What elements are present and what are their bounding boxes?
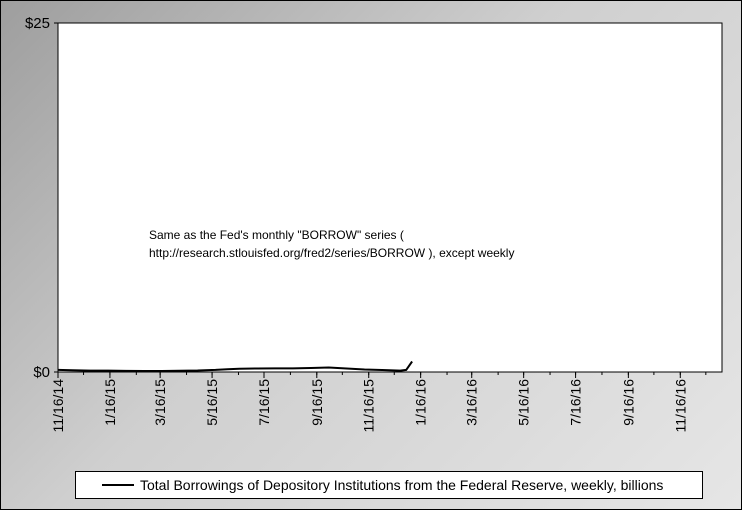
x-tick-label: 7/16/16 [568,379,584,426]
y-tick-label: $0 [33,364,50,381]
x-tick-label: 3/16/16 [464,379,480,426]
y-tick-label: $25 [25,15,50,32]
x-tick-label: 9/16/16 [620,379,636,426]
x-tick-label: 7/16/15 [256,379,272,426]
plot-area [57,22,723,373]
series-layer [57,360,413,372]
x-tick-label: 9/16/15 [309,379,325,426]
series-line-0 [57,360,413,372]
x-tick-label: 1/16/16 [413,379,429,426]
x-axis: 11/16/14 1/16/15 3/16/15 5/16/15 7/16/15 9/16… [50,372,707,433]
legend: Total Borrowings of Depository Instituti… [75,471,703,499]
x-tick-label: 5/16/15 [204,379,220,426]
y-axis: $0 $25 [25,15,58,381]
x-tick-label: 11/16/15 [361,379,377,433]
x-tick-label: 1/16/15 [102,379,118,426]
legend-label: Total Borrowings of Depository Instituti… [140,477,664,493]
x-tick-label: 3/16/15 [152,379,168,426]
x-tick-label: 11/16/14 [50,379,66,433]
x-tick-label: 5/16/16 [516,379,532,426]
legend-swatch [102,484,134,486]
annotation-line-1: Same as the Fed's monthly "BORROW" serie… [149,228,404,242]
x-tick-label: 11/16/16 [672,379,688,433]
annotation-line-2: http://research.stlouisfed.org/fred2/ser… [149,246,514,260]
